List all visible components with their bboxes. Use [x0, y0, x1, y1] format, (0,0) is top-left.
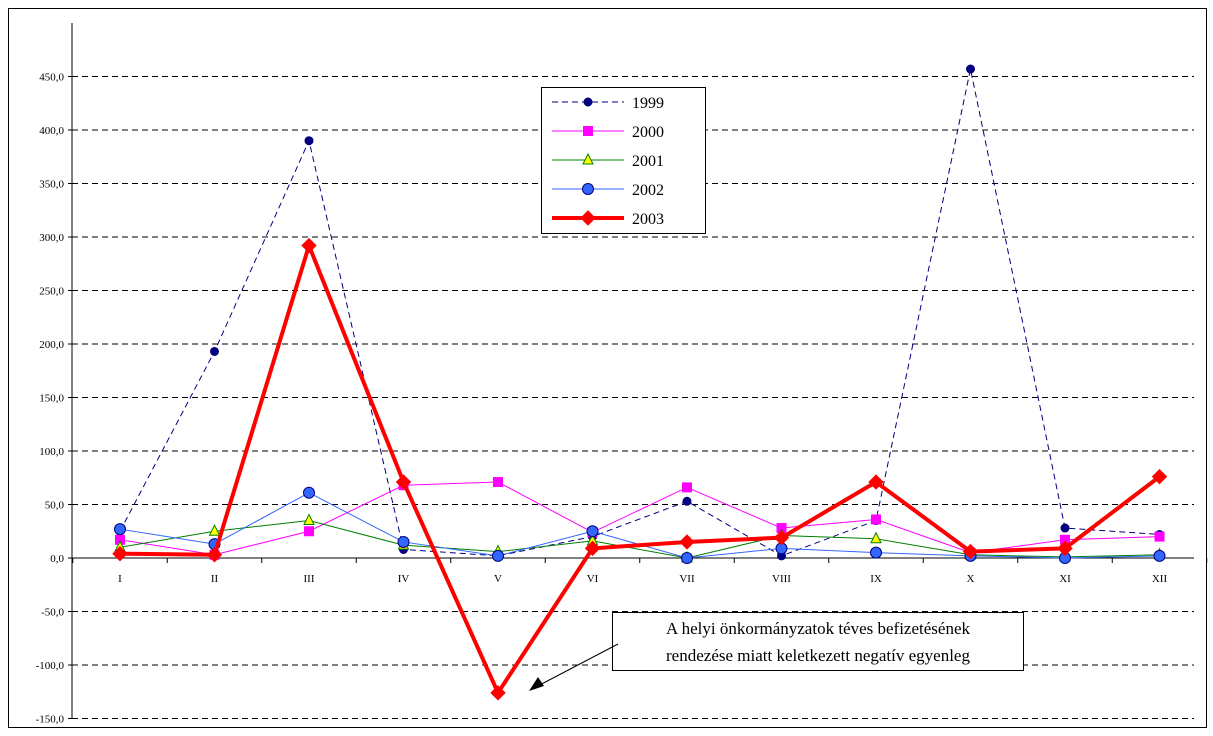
data-point: [584, 540, 601, 557]
data-point: [962, 543, 979, 560]
data-point: [1153, 549, 1166, 562]
x-tick-label: I: [118, 573, 122, 585]
series-line-2001: [119, 520, 1160, 559]
x-tick-label: IX: [870, 573, 882, 585]
axes: 450,0 400,0 350,0 300,0 250,0 200,0 150,0 100,0…: [36, 23, 1208, 726]
data-point: [301, 237, 317, 254]
legend-label-2001: 2001: [632, 153, 664, 170]
y-tick-label: -100,0: [36, 660, 65, 672]
data-point: [1154, 531, 1165, 542]
y-tick-label: 300,0: [39, 232, 64, 244]
y-tick-label: 350,0: [39, 179, 64, 191]
data-point: [303, 486, 315, 499]
legend-label-2002: 2002: [632, 182, 664, 199]
legend-label-2003: 2003: [632, 211, 664, 228]
data-point: [870, 531, 882, 544]
data-point: [679, 534, 695, 550]
x-tick-label: VI: [587, 573, 599, 585]
data-point: [586, 525, 599, 538]
y-tick-label: -50,0: [41, 607, 64, 619]
data-point: [583, 97, 593, 107]
y-tick-label: 50,0: [45, 500, 65, 512]
y-tick-label: 250,0: [39, 286, 64, 298]
data-point: [206, 547, 223, 563]
data-point: [397, 535, 410, 548]
data-point: [490, 685, 506, 701]
legend: 1999 2000 2001 2002 2003: [541, 87, 706, 234]
data-point: [1151, 468, 1168, 485]
y-tick-label: 450,0: [39, 72, 64, 84]
series-line-1999: [119, 68, 1160, 557]
y-tick-label: 150,0: [39, 393, 64, 405]
data-point: [210, 346, 219, 356]
data-point: [395, 474, 412, 490]
data-point: [304, 526, 314, 537]
data-point: [493, 477, 503, 488]
data-point: [582, 152, 594, 165]
x-tick-label: VIII: [772, 573, 791, 585]
annotation-arrowhead: [529, 677, 544, 691]
legend-label-1999: 1999: [632, 95, 664, 112]
data-point: [682, 496, 692, 506]
x-tick-label: II: [211, 573, 219, 585]
data-point: [112, 546, 128, 562]
x-tick-label: XI: [1059, 573, 1071, 585]
x-tick-label: V: [494, 573, 502, 585]
x-tick-label: IV: [398, 573, 410, 585]
data-point: [114, 523, 126, 536]
data-point: [868, 474, 884, 490]
x-tick-label: VII: [679, 573, 695, 585]
annotation: A helyi önkormányzatok téves befizetésén…: [529, 612, 1024, 691]
data-point: [773, 529, 790, 546]
data-point: [583, 126, 593, 136]
annotation-arrow-line: [533, 643, 619, 689]
data-point: [870, 546, 882, 559]
annotation-box: [612, 612, 1024, 671]
data-point: [492, 549, 504, 562]
data-point: [871, 514, 881, 525]
x-tick-label: XII: [1152, 573, 1168, 585]
series-line-2003: [119, 239, 1161, 697]
legend-label-2000: 2000: [632, 124, 664, 141]
data-point: [304, 136, 314, 146]
x-tick-label: X: [967, 573, 975, 585]
y-tick-label: 100,0: [39, 446, 64, 458]
data-point: [303, 513, 315, 526]
data-point: [580, 210, 596, 226]
data-point: [1057, 540, 1073, 557]
data-point: [682, 482, 692, 493]
data-point: [582, 183, 594, 195]
data-point: [681, 552, 693, 564]
y-tick-label: -150,0: [36, 714, 65, 726]
x-tick-label: III: [304, 573, 315, 585]
y-tick-label: 0,0: [50, 553, 64, 565]
y-tick-label: 400,0: [39, 125, 64, 137]
data-point: [966, 64, 975, 74]
y-tick-label: 200,0: [39, 339, 64, 351]
series-layer: [112, 64, 1168, 701]
annotation-line-1: A helyi önkormányzatok téves befizetésén…: [666, 619, 970, 638]
data-point: [208, 524, 221, 536]
annotation-line-2: rendezése miatt keletkezett negatív egye…: [666, 646, 970, 665]
data-point: [1060, 523, 1070, 533]
